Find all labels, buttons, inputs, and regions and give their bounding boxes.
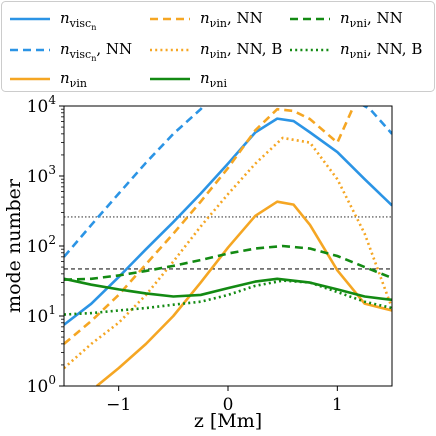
reference-lines	[64, 216, 392, 270]
y-tick-label: 103	[27, 163, 56, 187]
legend-label-nuin_nn: nνin, NN	[200, 9, 263, 30]
y-tick-label: 101	[27, 303, 56, 327]
legend-label-nuni: nνni	[200, 69, 227, 90]
series-line-visc_nn	[64, 106, 392, 258]
y-axis-label: mode number	[3, 178, 25, 313]
y-tick-label: 104	[27, 93, 57, 117]
series-line-nuni_nn	[64, 244, 392, 281]
legend-label-visc: nviscn	[60, 9, 96, 32]
series-lines	[64, 106, 392, 386]
legend-label-nuni_nnb: nνni, NN, B	[340, 40, 422, 61]
legend-label-visc_nn: nviscn, NN	[60, 40, 132, 63]
y-tick-label: 102	[27, 233, 56, 257]
legend: nviscn nviscn, NN nνin nνin, NN nνin, NN, B n…	[1, 1, 435, 92]
series-line-nuin	[95, 200, 392, 386]
x-axis-label: z [Mm]	[194, 410, 262, 432]
legend-label-nuin_nnb: nνin, NN, B	[200, 40, 282, 61]
series-line-nuni	[64, 277, 392, 302]
x-tick-label: 0	[223, 395, 234, 415]
x-tick-label: −1	[106, 395, 131, 415]
series-line-nuin_nn	[64, 106, 355, 345]
x-axis-ticks: −1 0 1	[106, 386, 343, 415]
legend-frame	[1, 1, 435, 92]
plot-area: −1 0 1 100 101 102 103 104	[27, 93, 393, 415]
legend-label-nuni_nn: nνni, NN	[340, 9, 403, 30]
series-line-nuni_nnb	[64, 279, 392, 316]
y-axis-ticks: 100 101 102 103 104	[27, 93, 64, 397]
y-tick-label: 100	[27, 373, 56, 397]
legend-label-nuin: nνin	[60, 69, 87, 90]
series-line-visc	[64, 117, 392, 326]
x-tick-label: 1	[332, 395, 343, 415]
series-line-nuin_nnb	[64, 136, 392, 370]
